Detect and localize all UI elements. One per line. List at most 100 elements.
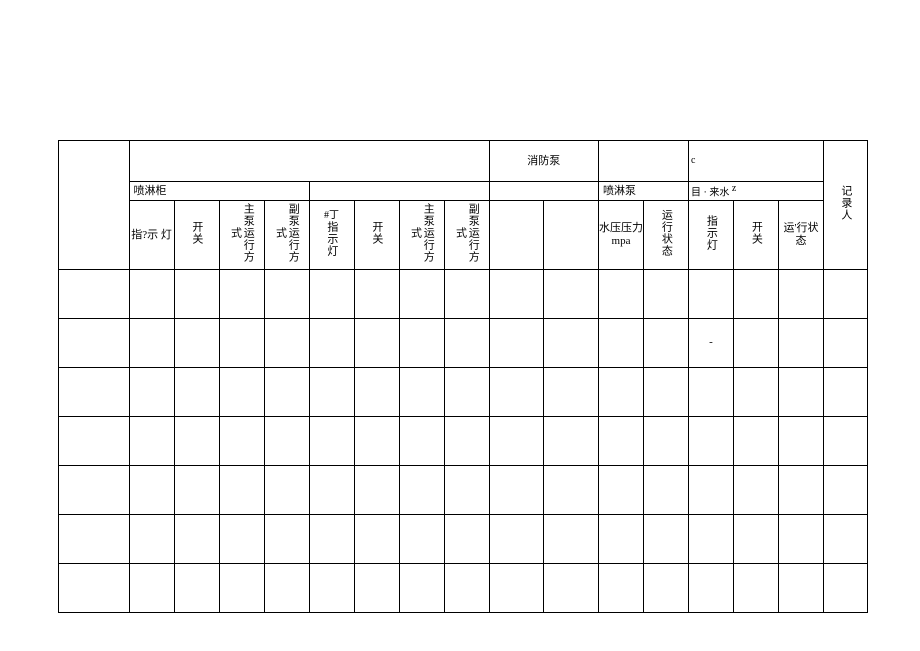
table-cell — [399, 563, 444, 612]
table-cell — [544, 367, 599, 416]
table-cell — [264, 465, 309, 514]
table-cell — [734, 416, 779, 465]
table-cell — [489, 563, 544, 612]
table-cell — [309, 563, 354, 612]
table-cell — [544, 416, 599, 465]
table-cell — [779, 318, 824, 367]
col-indicator-2: #丁指示灯 — [309, 201, 354, 270]
table-cell — [824, 514, 868, 563]
table-cell — [599, 318, 644, 367]
table-cell — [399, 465, 444, 514]
col-pressure: 水压压力mpa — [599, 201, 644, 270]
table-cell — [689, 563, 734, 612]
table-cell — [309, 318, 354, 367]
table-cell — [489, 269, 544, 318]
col-switch-1: 开关 — [174, 201, 219, 270]
table-cell — [59, 318, 130, 367]
table-row — [59, 269, 868, 318]
col-aux-pump-2: 副泵运行方式 — [444, 201, 489, 270]
table-body: - — [59, 269, 868, 612]
table-cell — [824, 367, 868, 416]
table-cell — [599, 367, 644, 416]
table-cell — [219, 367, 264, 416]
table-cell — [689, 269, 734, 318]
col-blank-10 — [544, 201, 599, 270]
table-cell — [219, 514, 264, 563]
table-cell — [734, 269, 779, 318]
table-cell — [689, 416, 734, 465]
header-penlin-pump: 喷淋泵 — [599, 182, 689, 201]
table-cell — [219, 269, 264, 318]
col-aux-pump-1: 副泵运行方式 — [264, 201, 309, 270]
table-cell — [219, 416, 264, 465]
table-cell — [779, 514, 824, 563]
table-cell — [824, 465, 868, 514]
table-cell — [309, 514, 354, 563]
table-cell — [489, 416, 544, 465]
table-cell — [354, 514, 399, 563]
table-row: - — [59, 318, 868, 367]
table-cell — [354, 563, 399, 612]
table-cell — [264, 563, 309, 612]
table-cell — [174, 367, 219, 416]
table-cell — [309, 269, 354, 318]
table-cell — [59, 465, 130, 514]
table-cell — [264, 318, 309, 367]
table-cell — [264, 416, 309, 465]
table-cell — [129, 465, 174, 514]
table-cell — [644, 367, 689, 416]
table-cell — [489, 367, 544, 416]
table-cell — [59, 563, 130, 612]
table-cell — [264, 514, 309, 563]
header-recorder: 记录人 — [824, 141, 868, 270]
table-cell — [129, 514, 174, 563]
table-cell — [489, 318, 544, 367]
col-switch-3: 开关 — [734, 201, 779, 270]
col-main-pump-1: 主泵运行方式 — [219, 201, 264, 270]
table-cell — [399, 416, 444, 465]
table-cell — [174, 465, 219, 514]
table-cell — [174, 514, 219, 563]
table-cell — [544, 465, 599, 514]
table-cell — [824, 563, 868, 612]
table-cell — [544, 269, 599, 318]
col-blank-9 — [489, 201, 544, 270]
col-switch-2: 开关 — [354, 201, 399, 270]
table-cell — [444, 416, 489, 465]
table-cell — [174, 416, 219, 465]
table-cell — [219, 318, 264, 367]
table-cell — [599, 563, 644, 612]
table-row — [59, 465, 868, 514]
table-cell — [489, 465, 544, 514]
table-cell — [354, 367, 399, 416]
table-cell — [59, 367, 130, 416]
log-table-container: 消防泵 c 记录人 喷淋柜 喷淋泵 目 · 来水 z 指?示 灯 开关 主泵运行… — [58, 140, 868, 613]
table-cell — [824, 318, 868, 367]
table-cell — [219, 563, 264, 612]
table-cell — [644, 514, 689, 563]
table-row — [59, 514, 868, 563]
table-cell — [779, 465, 824, 514]
table-cell — [544, 318, 599, 367]
table-cell — [399, 269, 444, 318]
header-blank-1 — [129, 141, 489, 182]
table-cell — [689, 514, 734, 563]
table-cell — [129, 318, 174, 367]
table-cell — [599, 465, 644, 514]
table-cell — [354, 318, 399, 367]
table-cell — [824, 416, 868, 465]
table-cell — [544, 563, 599, 612]
table-cell — [599, 269, 644, 318]
header-left-blank — [59, 141, 130, 270]
table-cell — [264, 367, 309, 416]
table-cell — [174, 563, 219, 612]
col-run-state-2: 运'行状态 — [779, 201, 824, 270]
table-cell — [779, 416, 824, 465]
table-cell — [129, 563, 174, 612]
table-cell — [734, 563, 779, 612]
table-cell — [59, 269, 130, 318]
table-cell — [219, 465, 264, 514]
table-cell — [599, 514, 644, 563]
table-cell — [689, 367, 734, 416]
table-cell — [779, 367, 824, 416]
